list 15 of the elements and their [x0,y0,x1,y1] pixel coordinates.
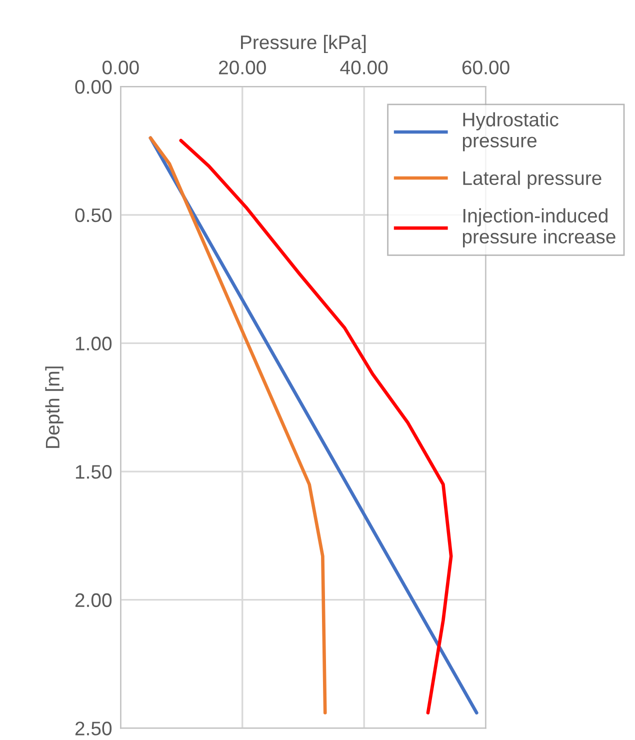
y-tick-label: 2.00 [75,593,112,608]
y-tick-label: 1.50 [76,464,112,479]
x-tick-label: 20.00 [219,60,266,74]
y-tick-label: 0.50 [75,208,112,222]
legend-label: Hydrostatic pressure [462,112,558,152]
x-tick-label: 0.00 [102,60,139,74]
x-tick-label: 40.00 [340,60,388,74]
y-axis-title: Depth [m] [45,366,64,448]
y-tick-label: 0.00 [75,80,112,94]
x-axis-title: Pressure [kPa] [241,34,366,54]
y-tick-label: 1.00 [76,336,112,350]
legend-label: Lateral pressure [463,170,602,189]
y-tick-label: 2.50 [75,722,112,736]
x-tick-label: 60.00 [462,60,510,74]
legend-label: Injection-induced pressure increase [462,208,616,248]
